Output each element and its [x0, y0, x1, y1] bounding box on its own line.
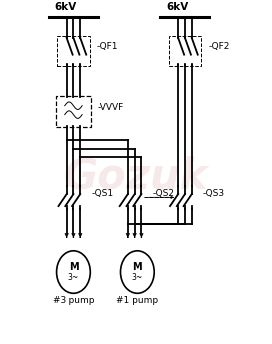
- Text: -QS1: -QS1: [91, 189, 113, 198]
- Text: M: M: [69, 262, 78, 272]
- Text: 6kV: 6kV: [54, 2, 77, 12]
- Text: #1 pump: #1 pump: [116, 296, 158, 305]
- Text: 6kV: 6kV: [166, 2, 188, 12]
- Bar: [57, 36, 90, 66]
- Text: 3~: 3~: [132, 273, 143, 282]
- Text: -QS3: -QS3: [203, 189, 225, 198]
- Bar: [169, 36, 201, 66]
- Circle shape: [120, 251, 154, 293]
- Text: Gozuk: Gozuk: [64, 155, 208, 197]
- Circle shape: [57, 251, 90, 293]
- Bar: [56, 96, 91, 127]
- Text: -VVVF: -VVVF: [98, 103, 124, 112]
- Text: -QF1: -QF1: [97, 42, 118, 51]
- Text: M: M: [132, 262, 142, 272]
- Text: #3 pump: #3 pump: [53, 296, 94, 305]
- Text: -QS2: -QS2: [152, 189, 174, 198]
- Text: -QF2: -QF2: [208, 42, 230, 51]
- Text: 3~: 3~: [68, 273, 79, 282]
